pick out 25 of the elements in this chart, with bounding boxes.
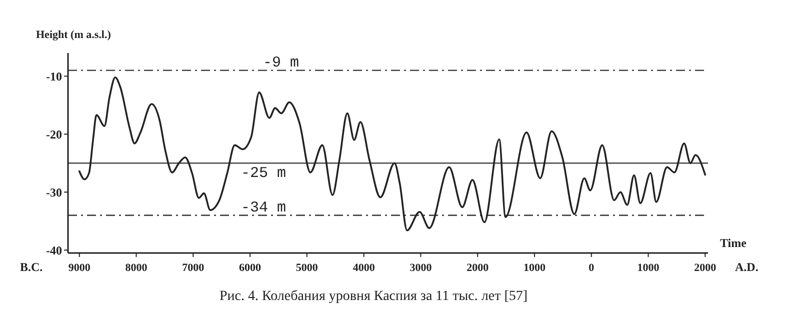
y-tick-label: -20 [46,127,62,142]
line-series [78,76,706,232]
text: B.C. [20,260,43,274]
x-tick-label: 1000 [637,262,660,274]
x-tick-label: 2000 [466,262,490,274]
ref-line-label: -25 m [241,165,286,182]
y-axis-title: Height (m a.s.l.) [36,29,112,41]
ref-line-label: -9 m [263,54,300,72]
y-tick-label: -30 [46,185,62,200]
x-axis-title: Time [720,236,748,250]
x-tick-label: 2000 [694,262,717,274]
x-tick-label: 7000 [182,262,205,274]
x-tick-label: 0 [588,262,595,274]
text: Рис. 4. Колебания уровня Каспия за 11 тыс. лет [57] [219,289,528,304]
x-tick-label: 9000 [68,262,91,274]
text: A.D. [735,260,758,274]
x-tick-label: 5000 [296,262,318,274]
y-tick-label: -40 [46,243,62,258]
ref-line-label: -34 m [241,199,286,216]
x-tick-label: 8000 [125,262,148,274]
x-tick-label: 3000 [410,262,432,274]
x-tick-label: 1000 [523,262,546,274]
x-tick-label: 6000 [239,262,262,274]
x-tick-label: 4000 [352,262,376,274]
y-tick-label: -10 [46,69,62,84]
